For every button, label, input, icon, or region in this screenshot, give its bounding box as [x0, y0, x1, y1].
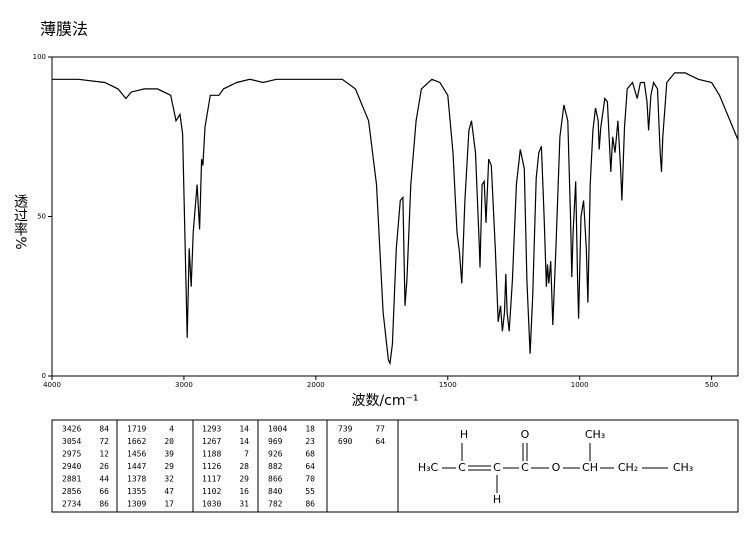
peak-transmittance: 14: [239, 437, 249, 446]
peak-wavenumber: 690: [338, 437, 353, 446]
peak-transmittance: 72: [99, 437, 109, 446]
peak-wavenumber: 3054: [62, 437, 81, 446]
peak-wavenumber: 2881: [62, 475, 81, 484]
atom-label: H: [460, 428, 468, 441]
peak-transmittance: 17: [164, 500, 174, 509]
peak-wavenumber: 1188: [202, 450, 221, 459]
peak-wavenumber: 739: [338, 425, 353, 434]
atom-label: CH₃: [585, 428, 605, 441]
peak-transmittance: 70: [305, 475, 315, 484]
peak-wavenumber: 926: [268, 450, 283, 459]
plot-frame: [51, 56, 739, 377]
peak-transmittance: 14: [239, 425, 249, 434]
peak-wavenumber: 1447: [127, 462, 146, 471]
atom-label: C: [493, 461, 501, 474]
x-tick-label: 2000: [307, 381, 325, 389]
peak-transmittance: 20: [164, 437, 174, 446]
atom-label: O: [552, 461, 561, 474]
table-frame: [51, 419, 739, 513]
peak-transmittance: 4: [169, 425, 174, 434]
atom-label: H₃C: [418, 461, 439, 474]
peak-transmittance: 86: [305, 500, 315, 509]
peak-wavenumber: 1267: [202, 437, 221, 446]
x-tick-label: 4000: [43, 381, 61, 389]
x-tick-label: 1500: [439, 381, 457, 389]
peak-wavenumber: 1117: [202, 475, 221, 484]
peak-wavenumber: 1662: [127, 437, 146, 446]
peak-wavenumber: 1030: [202, 500, 221, 509]
peak-wavenumber: 882: [268, 462, 283, 471]
peak-transmittance: 28: [239, 462, 249, 471]
peak-transmittance: 68: [305, 450, 315, 459]
peak-wavenumber: 2856: [62, 487, 81, 496]
atom-label: C: [458, 461, 466, 474]
peak-wavenumber: 1378: [127, 475, 146, 484]
x-tick-label: 1000: [571, 381, 589, 389]
peak-wavenumber: 2734: [62, 500, 81, 509]
peak-wavenumber: 969: [268, 437, 283, 446]
peak-transmittance: 29: [239, 475, 249, 484]
peak-wavenumber: 1004: [268, 425, 287, 434]
peak-wavenumber: 2940: [62, 462, 81, 471]
atom-label: CH₃: [673, 461, 693, 474]
atom-label: O: [521, 428, 530, 441]
peak-wavenumber: 1355: [127, 487, 146, 496]
peak-transmittance: 86: [99, 500, 109, 509]
x-tick-label: 3000: [175, 381, 193, 389]
peak-transmittance: 47: [164, 487, 174, 496]
atom-label: CH: [582, 461, 598, 474]
peak-wavenumber: 2975: [62, 450, 81, 459]
atom-label: H: [493, 493, 501, 506]
y-tick-label: 0: [42, 372, 46, 380]
atom-label: CH₂: [618, 461, 638, 474]
peak-transmittance: 64: [305, 462, 315, 471]
peak-transmittance: 77: [375, 425, 385, 434]
peak-wavenumber: 1293: [202, 425, 221, 434]
peak-transmittance: 64: [375, 437, 385, 446]
peak-transmittance: 66: [99, 487, 109, 496]
peak-wavenumber: 782: [268, 500, 283, 509]
x-tick-label: 500: [705, 381, 718, 389]
peak-transmittance: 44: [99, 475, 109, 484]
chart-title: 薄膜法: [40, 20, 88, 39]
peak-wavenumber: 866: [268, 475, 283, 484]
peak-wavenumber: 1102: [202, 487, 221, 496]
peak-transmittance: 18: [305, 425, 315, 434]
y-tick-label: 50: [37, 213, 46, 221]
peak-transmittance: 55: [305, 487, 315, 496]
peak-transmittance: 84: [99, 425, 109, 434]
peak-transmittance: 32: [164, 475, 174, 484]
spectrum-line: [52, 72, 739, 366]
peak-transmittance: 7: [244, 450, 249, 459]
peak-wavenumber: 1456: [127, 450, 146, 459]
peak-transmittance: 16: [239, 487, 249, 496]
x-axis-label: 波数/cm⁻¹: [351, 393, 418, 409]
peak-wavenumber: 840: [268, 487, 283, 496]
peak-wavenumber: 3426: [62, 425, 81, 434]
peak-transmittance: 39: [164, 450, 174, 459]
y-tick-label: 100: [33, 53, 46, 61]
atom-label: C: [521, 461, 529, 474]
peak-transmittance: 29: [164, 462, 174, 471]
peak-wavenumber: 1126: [202, 462, 221, 471]
peak-wavenumber: 1309: [127, 500, 146, 509]
peak-transmittance: 26: [99, 462, 109, 471]
peak-transmittance: 31: [239, 500, 249, 509]
peak-transmittance: 23: [305, 437, 315, 446]
peak-wavenumber: 1719: [127, 425, 146, 434]
y-axis-label: 透过率%: [12, 194, 28, 249]
peak-transmittance: 12: [99, 450, 109, 459]
